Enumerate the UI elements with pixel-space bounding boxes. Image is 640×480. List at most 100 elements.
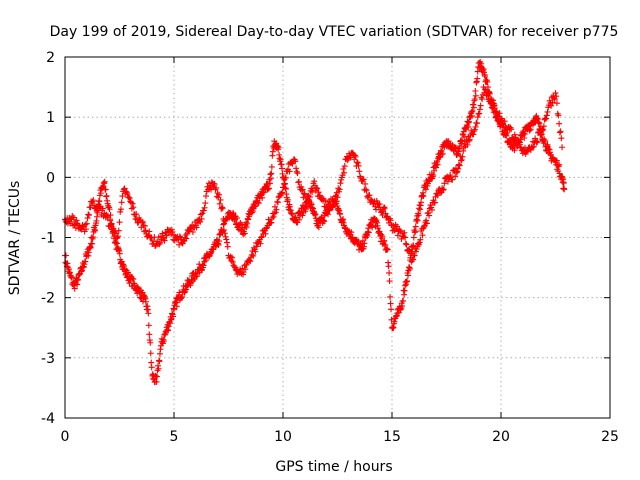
data-point [220,215,227,222]
data-point [295,216,302,223]
data-point [142,227,149,234]
data-point [293,165,300,172]
data-point [472,123,479,130]
x-tick-label: 0 [61,429,70,445]
data-point [92,227,99,234]
data-point [556,129,563,136]
data-point [156,358,163,365]
data-point [361,240,368,247]
data-point [418,199,425,206]
data-point [258,234,265,241]
data-point [491,102,498,109]
data-point [278,190,285,197]
data-point [344,157,351,164]
data-point [218,204,225,211]
data-point [62,252,69,259]
data-point [315,224,322,231]
data-point [224,243,231,250]
data-point [405,246,412,253]
data-point [201,204,208,211]
data-point [354,159,361,166]
data-point [471,96,478,103]
data-point [252,248,259,255]
data-point [139,218,146,225]
data-point [212,186,219,193]
data-point [474,114,481,121]
y-tick-label: -1 [41,231,55,247]
data-point [362,186,369,193]
x-tick-label: 20 [492,429,510,445]
data-point [82,258,89,265]
data-point [474,75,481,82]
data-point [354,159,361,166]
data-point [560,180,567,187]
data-point [266,180,273,187]
data-point [294,170,301,177]
data-point [211,181,218,188]
data-point [282,174,289,181]
data-point [534,138,541,145]
data-point [164,326,171,333]
data-point [484,78,491,85]
data-point [387,217,394,224]
x-tick-label: 5 [170,429,179,445]
data-point [83,226,90,233]
data-point [300,194,307,201]
x-tick-label: 25 [601,429,619,445]
data-point [315,189,322,196]
data-point [117,206,124,213]
data-point [363,187,370,194]
data-point [542,137,549,144]
data-point [476,106,483,113]
data-point [299,186,306,193]
data-point [126,195,133,202]
data-point [279,165,286,172]
data-point [411,252,418,259]
data-point [268,219,275,226]
data-point [431,199,438,206]
data-point [108,220,115,227]
data-point [412,223,419,230]
data-point [355,162,362,169]
data-point [222,233,229,240]
data-point [469,108,476,115]
data-point [439,187,446,194]
data-point [376,200,383,207]
data-point [381,205,388,212]
data-point [90,233,97,240]
data-point [275,144,282,151]
data-point [317,192,324,199]
data-point [124,190,131,197]
data-point [243,261,250,268]
data-point [129,275,136,282]
data-point [434,161,441,168]
data-point [99,205,106,212]
data-point [472,92,479,99]
data-point [461,134,468,141]
data-point [384,246,391,253]
data-point [250,252,257,259]
data-point [428,206,435,213]
data-point [116,250,123,257]
data-point [115,227,122,234]
data-point [115,233,122,240]
data-point [87,204,94,211]
data-point [426,212,433,219]
data-point [231,263,238,270]
x-tick-label: 10 [274,429,292,445]
data-point [169,228,176,235]
data-point [382,210,389,217]
data-point [479,96,486,103]
data-point [385,263,392,270]
data-point [387,300,394,307]
data-point [475,110,482,117]
data-point [420,193,427,200]
data-point [274,199,281,206]
data-point [548,102,555,109]
data-point [401,229,408,236]
data-point [141,222,148,229]
data-point [331,198,338,205]
data-point [478,60,485,67]
data-point [145,322,152,329]
